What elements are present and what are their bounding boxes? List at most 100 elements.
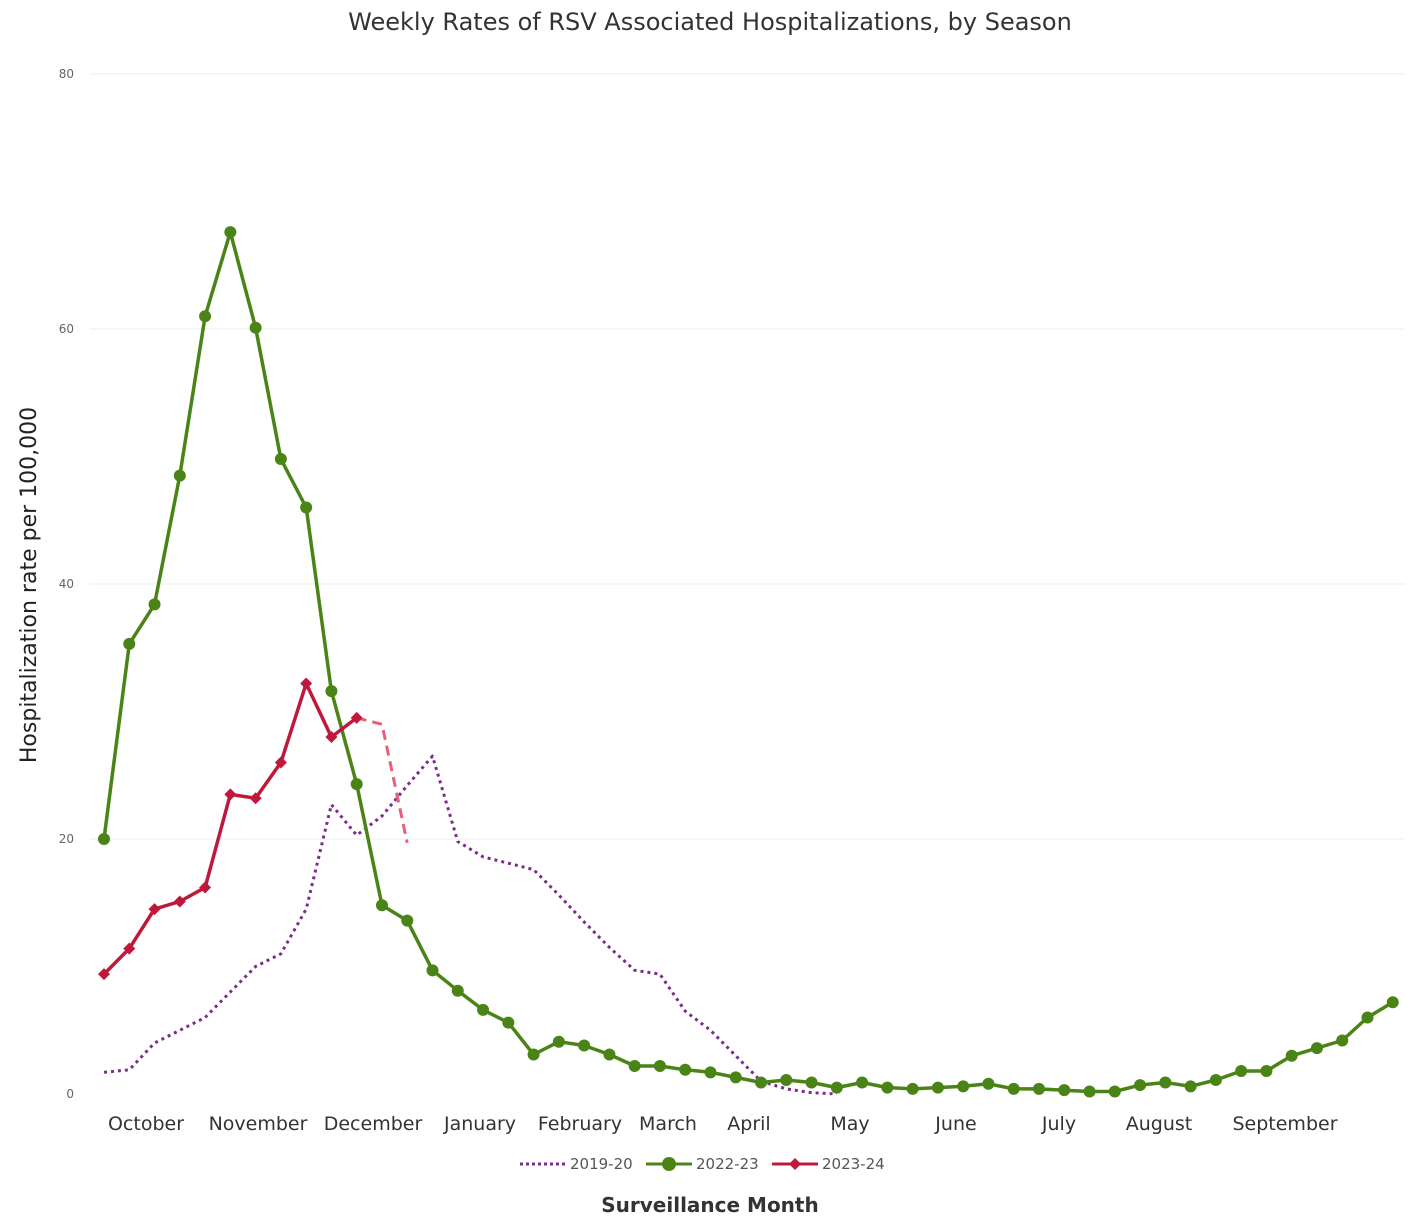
data-point[interactable] [426,964,439,977]
data-point[interactable] [249,321,262,334]
x-tick-month: July [1041,1113,1076,1135]
data-point[interactable] [603,1048,616,1061]
data-point[interactable] [1159,1076,1172,1089]
data-point[interactable] [1235,1065,1248,1078]
data-point[interactable] [578,1039,591,1052]
y-tick-label: 80 [59,67,74,81]
data-point[interactable] [1184,1080,1197,1093]
data-point[interactable] [375,899,388,912]
x-tick-month: March [639,1113,697,1135]
data-point[interactable] [1058,1084,1071,1097]
data-point[interactable] [957,1080,970,1093]
series-line-preliminary [356,716,409,844]
data-point[interactable] [1007,1082,1020,1095]
legend[interactable]: 2019-20 2022-23 2023-24 [520,1155,885,1173]
data-point[interactable] [1285,1049,1298,1062]
legend-item-2019-20[interactable]: 2019-20 [520,1155,633,1173]
data-point[interactable] [224,226,237,239]
legend-label: 2022-23 [696,1155,759,1173]
data-point[interactable] [552,1035,565,1048]
data-point[interactable] [98,833,110,845]
data-point[interactable] [274,756,287,769]
data-point[interactable] [477,1003,490,1016]
data-point[interactable] [653,1059,666,1072]
data-point[interactable] [856,1076,869,1089]
x-tick-month: May [830,1113,869,1135]
data-point[interactable] [325,685,338,698]
data-point[interactable] [1336,1034,1349,1047]
data-point[interactable] [1083,1085,1096,1098]
series-2023-24 [98,677,409,981]
data-point[interactable] [906,1082,919,1095]
x-tick-month: February [538,1113,622,1135]
data-point[interactable] [224,788,237,801]
y-axis-label: Hospitalization rate per 100,000 [17,407,42,763]
data-point[interactable] [173,895,186,908]
data-point[interactable] [325,731,338,743]
legend-label: 2019-20 [570,1155,633,1173]
data-point[interactable] [123,942,136,955]
data-point[interactable] [881,1081,894,1094]
data-point[interactable] [729,1071,742,1084]
series-line [103,754,837,1096]
data-point[interactable] [123,637,136,650]
data-point[interactable] [199,881,212,894]
data-point[interactable] [1032,1082,1045,1095]
data-point[interactable] [350,711,363,724]
series-2022-23 [98,226,1399,1098]
data-point[interactable] [527,1048,540,1061]
data-point[interactable] [931,1081,944,1094]
data-point[interactable] [1260,1065,1273,1078]
series-line [102,681,358,976]
data-point[interactable] [249,792,262,805]
data-point[interactable] [451,984,464,997]
legend-marker [662,1157,676,1171]
data-point[interactable] [704,1066,717,1079]
y-tick-label: 60 [59,322,74,336]
data-point[interactable] [300,501,313,514]
x-tick-month: December [324,1113,423,1135]
data-point[interactable] [805,1076,818,1089]
data-point[interactable] [1108,1085,1121,1098]
y-tick-label: 20 [59,832,74,846]
data-point[interactable] [982,1077,995,1090]
data-point[interactable] [830,1081,843,1094]
x-axis-month-labels: October November December January February Ma… [108,1113,1338,1135]
data-point[interactable] [1209,1073,1222,1086]
data-point[interactable] [401,914,414,927]
legend-marker [789,1158,801,1170]
data-point[interactable] [755,1076,768,1089]
data-point[interactable] [274,453,287,466]
series-lines [98,226,1399,1098]
data-point[interactable] [148,598,161,611]
gridlines [90,73,1405,840]
data-point[interactable] [780,1073,793,1086]
data-point[interactable] [1361,1011,1374,1024]
x-tick-month: October [108,1113,184,1135]
chart-title: Weekly Rates of RSV Associated Hospitali… [348,8,1072,36]
legend-item-2023-24[interactable]: 2023-24 [772,1155,885,1173]
data-point[interactable] [628,1059,641,1072]
data-point[interactable] [502,1016,515,1029]
x-tick-month: April [727,1113,770,1135]
data-point[interactable] [173,469,186,482]
series-2019-20 [103,754,837,1096]
x-tick-month: August [1126,1113,1193,1135]
data-point[interactable] [98,968,110,981]
data-point[interactable] [199,310,212,323]
data-point[interactable] [1310,1042,1323,1055]
data-point[interactable] [679,1063,692,1076]
legend-item-2022-23[interactable]: 2022-23 [646,1155,759,1173]
x-tick-month: June [934,1113,976,1135]
y-tick-label: 0 [66,1087,74,1101]
data-point[interactable] [148,903,161,916]
data-point[interactable] [1386,996,1399,1009]
legend-label: 2023-24 [822,1155,885,1173]
y-tick-label: 40 [59,577,74,591]
data-point[interactable] [300,677,313,690]
data-point[interactable] [1134,1079,1147,1092]
y-axis-ticks: 0 20 40 60 80 [59,67,74,1101]
x-axis-label: Surveillance Month [601,1193,818,1217]
data-point[interactable] [350,778,363,791]
